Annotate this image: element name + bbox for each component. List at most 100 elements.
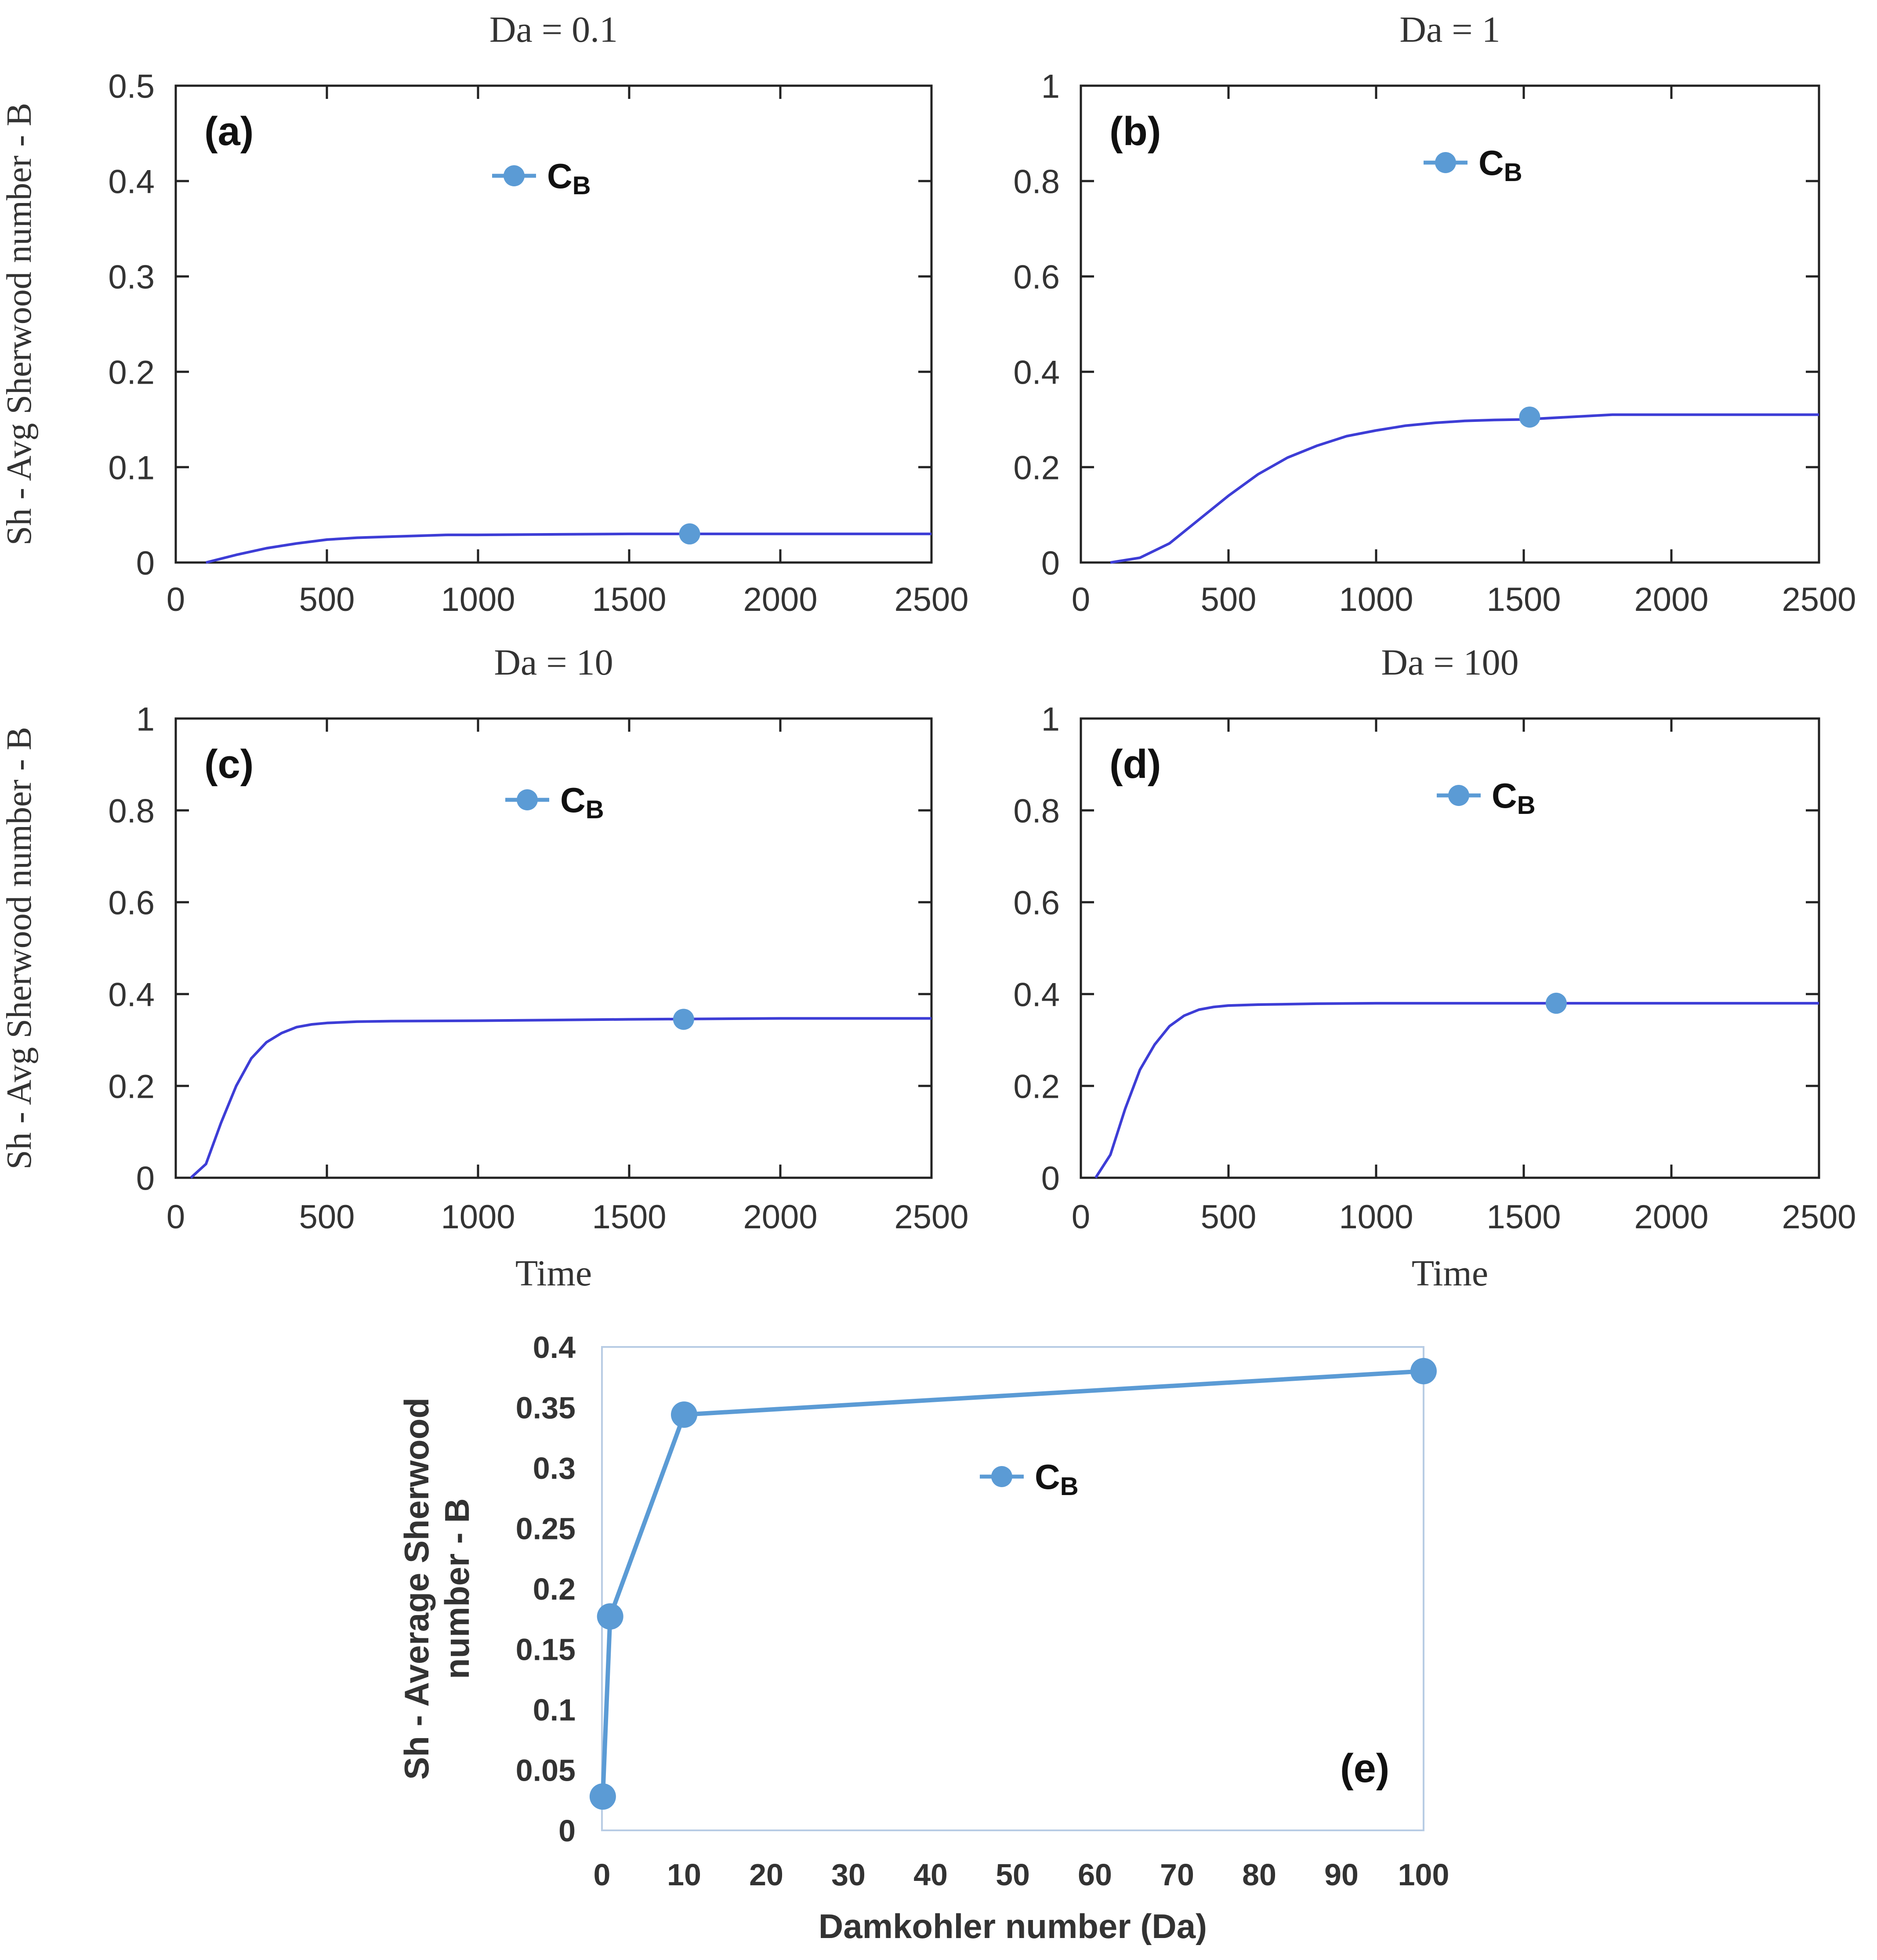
y-tick-label: 0.2 — [1013, 1068, 1060, 1105]
x-tick-label: 1000 — [1339, 1198, 1413, 1236]
y-tick-label: 0.2 — [1013, 449, 1060, 486]
x-tick-label: 0 — [167, 1198, 185, 1236]
data-point — [673, 1009, 694, 1030]
x-tick-label: 2000 — [743, 1198, 817, 1236]
legend-marker — [1448, 785, 1469, 806]
y-tick-label: 0.4 — [1013, 354, 1060, 391]
data-point — [597, 1603, 623, 1630]
y-axis-label-line1: Sh - Average Sherwood — [397, 1397, 436, 1780]
panel-e: 0 0.05 0.1 0.15 0.2 0.25 0.3 0.35 0.4 0 10 20 30 40 50… — [397, 1330, 1449, 1945]
y-tick-label: 0.2 — [108, 1068, 155, 1105]
panel-d: Da = 100 0 0.2 0.4 0.6 0.8 1 0 500 1000 1500 2000 25… — [1013, 642, 1856, 1294]
y-tick-label: 1 — [1041, 701, 1060, 738]
legend-label-subscript: B — [573, 171, 591, 200]
legend-label-subscript: B — [586, 795, 604, 824]
y-tick-label: 0.5 — [108, 68, 155, 105]
data-point — [589, 1783, 616, 1810]
y-axis-label-line2: number - B — [438, 1498, 476, 1679]
x-tick-label: 2500 — [1782, 581, 1856, 618]
series-line-C_B — [600, 1369, 1424, 1797]
y-tick-label: 0.4 — [1013, 976, 1060, 1013]
y-tick-label: 0.4 — [108, 163, 155, 200]
y-tick-label: 0.1 — [108, 449, 155, 486]
x-axis-label: Damkohler number (Da) — [819, 1907, 1207, 1945]
x-tick-label: 500 — [1201, 581, 1257, 618]
x-tick-label: 100 — [1398, 1858, 1449, 1892]
y-tick-label: 0 — [136, 544, 155, 582]
series-line-C_B — [190, 1017, 931, 1179]
y-tick-label: 0.6 — [1013, 258, 1060, 296]
plot-frame — [174, 84, 933, 564]
x-tick-label: 60 — [1078, 1858, 1112, 1892]
data-point — [1410, 1358, 1437, 1384]
y-tick-label: 0.8 — [108, 792, 155, 830]
panel-a: Da = 0.1 0 0.1 0.2 0.3 0.4 0.5 0 500 1000 1500 2000… — [0, 9, 969, 618]
x-tick-label: 50 — [996, 1858, 1030, 1892]
x-tick-label: 1500 — [1486, 1198, 1561, 1236]
chart-title: Da = 100 — [1381, 642, 1518, 683]
y-tick-label: 0.2 — [533, 1572, 576, 1606]
y-tick-label: 0.6 — [108, 884, 155, 922]
legend: CB — [1424, 143, 1522, 187]
legend-label-main: C — [1035, 1457, 1060, 1496]
x-tick-label: 1000 — [441, 1198, 515, 1236]
plot-frame — [1080, 84, 1820, 564]
y-tick-label: 1 — [136, 701, 155, 738]
x-tick-label: 10 — [667, 1858, 701, 1892]
x-tick-label: 1500 — [592, 581, 666, 618]
legend-marker — [1435, 152, 1456, 173]
x-tick-label: 30 — [831, 1858, 866, 1892]
data-point — [1519, 407, 1540, 428]
chart-title: Da = 10 — [494, 642, 613, 683]
legend-label-subscript: B — [1504, 158, 1522, 187]
x-tick-label: 1500 — [592, 1198, 666, 1236]
y-tick-label: 0.3 — [108, 258, 155, 296]
legend: CB — [505, 780, 604, 824]
series-line-C_B — [206, 532, 931, 564]
panel-label: (b) — [1109, 109, 1161, 154]
legend-label-subscript: B — [1060, 1472, 1079, 1501]
x-tick-label: 80 — [1242, 1858, 1276, 1892]
legend-label-main: C — [547, 156, 573, 196]
y-tick-label: 0.25 — [516, 1512, 576, 1546]
y-tick-label: 0.8 — [1013, 163, 1060, 200]
y-tick-label: 0 — [1041, 1160, 1060, 1197]
y-tick-label: 1 — [1041, 68, 1060, 105]
data-point — [1545, 992, 1567, 1014]
legend-label-main: C — [560, 780, 586, 820]
x-tick-label: 1000 — [441, 581, 515, 618]
legend-label-main: C — [1492, 776, 1517, 815]
x-tick-label: 90 — [1324, 1858, 1359, 1892]
legend-label: CB — [560, 780, 604, 824]
panel-c: Da = 10 0 0.2 0.4 0.6 0.8 1 0 500 1000 1500 2000 250… — [0, 642, 969, 1294]
y-tick-label: 0.8 — [1013, 792, 1060, 830]
x-tick-label: 500 — [299, 1198, 355, 1236]
x-tick-label: 70 — [1160, 1858, 1194, 1892]
legend-label-main: C — [1478, 143, 1504, 182]
x-tick-label: 2500 — [894, 581, 968, 618]
y-axis-label: Sh - Avg Sherwood number - B — [0, 103, 39, 545]
legend: CB — [1437, 776, 1536, 820]
legend-label: CB — [1035, 1457, 1079, 1501]
chart-title: Da = 0.1 — [489, 9, 618, 50]
x-tick-label: 0 — [167, 581, 185, 618]
data-point — [679, 523, 700, 544]
x-tick-label: 500 — [1201, 1198, 1257, 1236]
panel-b: Da = 1 0 0.2 0.4 0.6 0.8 1 0 500 1000 1500 2000 2500… — [1013, 9, 1856, 618]
plot-frame — [1080, 717, 1820, 1179]
legend-marker — [517, 789, 538, 810]
panel-label: (d) — [1109, 742, 1161, 787]
y-tick-label: 0.05 — [516, 1753, 576, 1788]
series-line-C_B — [1094, 1002, 1819, 1179]
y-tick-label: 0.4 — [533, 1330, 576, 1365]
plot-frame — [174, 717, 933, 1179]
legend-marker — [991, 1466, 1012, 1487]
y-tick-label: 0 — [558, 1814, 576, 1848]
legend-label: CB — [1492, 776, 1536, 820]
legend-label: CB — [547, 156, 591, 200]
y-tick-label: 0.1 — [533, 1693, 576, 1727]
x-tick-label: 40 — [913, 1858, 948, 1892]
x-tick-label: 500 — [299, 581, 355, 618]
x-axis-label: Time — [1412, 1253, 1488, 1294]
